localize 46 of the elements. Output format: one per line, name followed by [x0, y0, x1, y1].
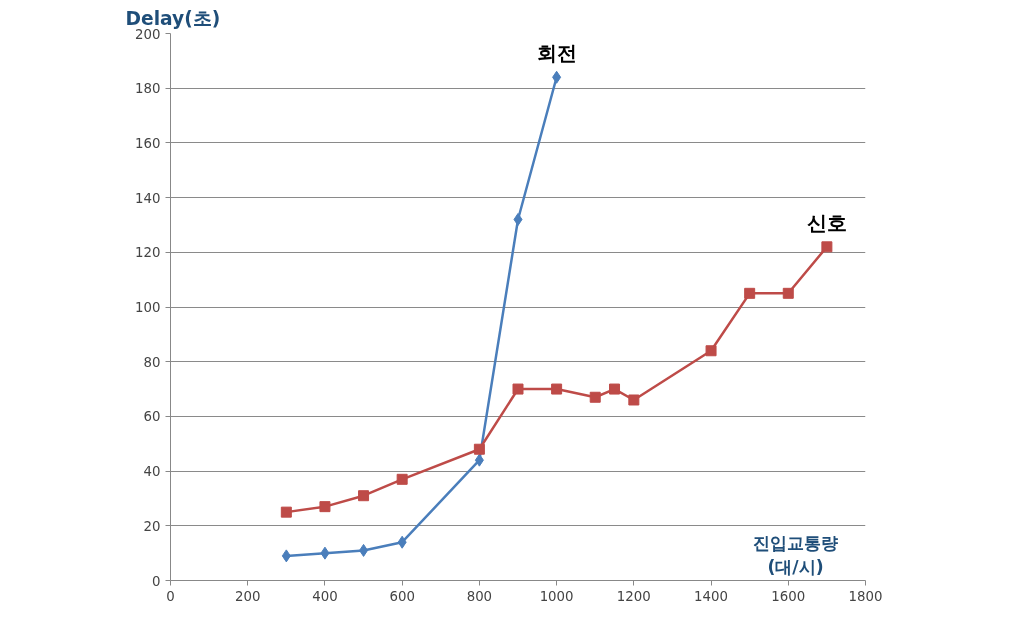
y-axis-title: Delay(초) [125, 7, 221, 29]
y-tick-label: 160 [135, 135, 161, 151]
point [474, 453, 484, 467]
point [744, 287, 756, 299]
x-tick-label: 200 [235, 588, 261, 604]
point [319, 501, 331, 513]
series-label: 회전 [536, 41, 577, 66]
y-tick-label: 120 [135, 245, 161, 261]
point [705, 345, 717, 357]
point [628, 394, 640, 406]
point [513, 212, 523, 226]
series-label: 신호 [806, 210, 847, 235]
point [821, 241, 833, 253]
point [358, 490, 370, 502]
point [473, 443, 485, 455]
y-tick-label: 200 [135, 26, 161, 42]
point [397, 535, 407, 549]
x-tick-label: 1800 [848, 588, 883, 604]
x-tick-label: 400 [312, 588, 338, 604]
point [782, 287, 794, 299]
x-tick-label: 800 [466, 588, 493, 604]
point [359, 543, 369, 557]
point [280, 506, 292, 518]
y-tick-label: 60 [143, 409, 161, 425]
point [396, 473, 408, 485]
x-axis-title: 진입교통량 (대/시) [753, 532, 838, 577]
point [512, 383, 524, 395]
point [551, 383, 563, 395]
x-tick-label: 1400 [694, 588, 729, 604]
point [320, 546, 330, 560]
x-tick-label: 1600 [771, 588, 806, 604]
y-tick-label: 20 [143, 518, 161, 534]
y-tick-label: 180 [135, 81, 161, 97]
point [589, 391, 601, 403]
y-tick-label: 80 [143, 354, 161, 370]
x-tick-label: 0 [166, 588, 175, 604]
point [609, 383, 621, 395]
x-tick-label: 600 [389, 588, 415, 604]
point [281, 549, 291, 563]
y-tick-label: 140 [135, 190, 161, 206]
x-tick-label: 1000 [539, 588, 574, 604]
y-tick-label: 0 [152, 573, 161, 589]
point [552, 70, 562, 84]
y-tick-label: 100 [135, 300, 161, 315]
y-tick-label: 40 [143, 464, 161, 480]
x-tick-label: 1200 [616, 588, 651, 604]
